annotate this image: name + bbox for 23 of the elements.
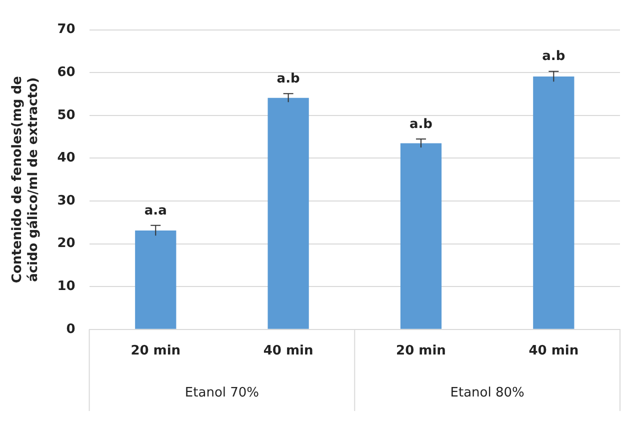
data-label: a.b (276, 71, 300, 86)
y-axis-title: Contenido de fenoles(mg de ácido gálico/ml de extracto) (10, 76, 41, 284)
y-tick-label: 20 (57, 236, 76, 252)
x-tick-label: 40 min (263, 344, 314, 359)
bar (400, 143, 442, 329)
y-tick-label: 30 (57, 193, 76, 208)
y-tick-label: 50 (57, 108, 76, 123)
data-label: a.b (542, 49, 566, 64)
y-tick-label: 10 (57, 278, 76, 294)
bar (268, 98, 309, 329)
y-tick-label: 60 (57, 64, 76, 80)
x-tick-label: 20 min (130, 344, 181, 359)
y-tick-label: 40 (57, 150, 76, 166)
data-label: a.a (144, 203, 167, 218)
text: Etanol 80% (450, 385, 524, 400)
text: Etanol 70% (184, 385, 260, 400)
x-tick-label: 40 min (528, 344, 579, 359)
y-tick-label: 0 (66, 322, 76, 337)
y-tick-label: 70 (57, 22, 76, 38)
bar (533, 76, 574, 329)
bar (135, 230, 176, 329)
data-label: a.b (409, 116, 432, 132)
x-tick-label: 20 min (396, 344, 446, 359)
